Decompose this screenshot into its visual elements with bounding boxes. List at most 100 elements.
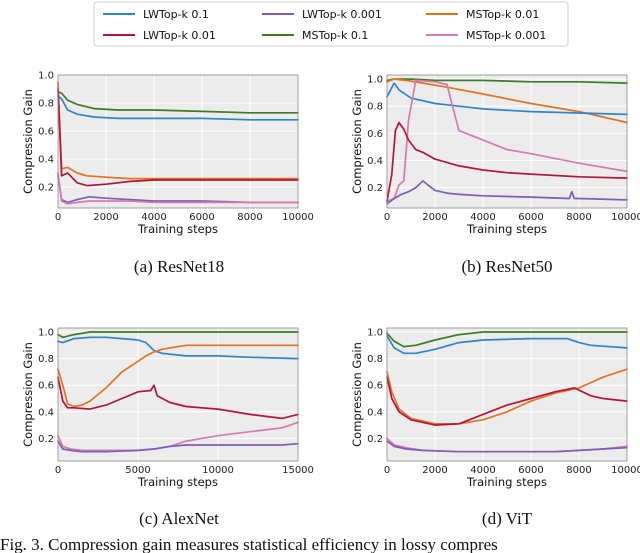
series-line-mstop-k-0-001 xyxy=(57,172,299,205)
x-tick-label: 2000 xyxy=(422,465,447,476)
x-tick-label: 10000 xyxy=(202,465,234,476)
axes-frame xyxy=(386,327,628,462)
plot-area xyxy=(58,75,298,208)
x-tick-label: 4000 xyxy=(141,212,166,223)
y-tick-label: 0.8 xyxy=(38,99,54,110)
y-tick-label: 1.0 xyxy=(38,71,54,82)
series-line-mstop-k-0-01 xyxy=(57,344,299,408)
legend-label: MSTop-k 0.001 xyxy=(466,29,546,42)
x-tick-label: 2000 xyxy=(93,212,118,223)
legend: LWTop-k 0.1 LWTop-k 0.01 LWTop-k 0.001 MSTo… xyxy=(93,1,569,47)
series-line-lwtop-k-0-01 xyxy=(386,121,628,203)
x-tick-label: 8000 xyxy=(566,465,591,476)
plot-area xyxy=(387,75,627,208)
x-tick-label: 6000 xyxy=(518,212,543,223)
y-tick-label: 0.2 xyxy=(367,434,383,445)
legend-label: LWTop-k 0.01 xyxy=(143,29,216,42)
x-axis-label: Training steps xyxy=(466,475,547,489)
x-tick-label: 15000 xyxy=(282,465,314,476)
series-line-mstop-k-0-01 xyxy=(57,81,299,180)
legend-item-lwtop-k-0-001: LWTop-k 0.001 xyxy=(262,8,382,21)
axes-frame xyxy=(57,74,299,209)
y-tick-label: 0.4 xyxy=(367,156,383,167)
y-axis-label: Compression Gain xyxy=(350,342,364,447)
y-tick-label: 0.2 xyxy=(38,183,54,194)
series-line-mstop-k-0-01 xyxy=(386,368,628,425)
legend-item-mstop-k-0-1: MSTop-k 0.1 xyxy=(262,29,368,42)
series-line-mstop-k-0-1 xyxy=(57,90,299,114)
x-tick-label: 6000 xyxy=(189,212,214,223)
y-axis-label: Compression Gain xyxy=(21,342,35,447)
y-tick-label: 0.2 xyxy=(367,183,383,194)
y-tick-label: 0.4 xyxy=(38,155,54,166)
y-tick-label: 0.8 xyxy=(38,354,54,365)
y-tick-label: 0.6 xyxy=(38,127,54,138)
series-line-lwtop-k-0-01 xyxy=(57,376,299,420)
legend-label: MSTop-k 0.1 xyxy=(302,29,368,42)
subfigure-caption: (d) ViT xyxy=(482,509,533,528)
series-line-lwtop-k-0-1 xyxy=(57,95,299,121)
series-line-lwtop-k-0-1 xyxy=(386,335,628,355)
series-line-lwtop-k-0-001 xyxy=(386,180,628,205)
legend-item-lwtop-k-0-01: LWTop-k 0.01 xyxy=(103,29,216,42)
y-tick-label: 0.6 xyxy=(367,129,383,140)
chart-panel-c-alexnet: 0.2 0.4 0.6 0.8 1.0 0 5000 10000 15000 Training s… xyxy=(21,327,314,528)
x-tick-label: 5000 xyxy=(125,465,150,476)
axes-frame xyxy=(57,327,299,462)
chart-panel-d-vit: 0.2 0.4 0.6 0.8 1.0 0 2000 4000 6000 8000 10000 Tra… xyxy=(350,327,640,528)
y-tick-label: 0.6 xyxy=(367,381,383,392)
series-line-lwtop-k-0-1 xyxy=(57,336,299,360)
y-tick-label: 0.8 xyxy=(367,102,383,113)
x-tick-label: 10000 xyxy=(282,212,314,223)
x-tick-label: 10000 xyxy=(611,212,640,223)
chart-panel-b-resnet50: 0.2 0.4 0.6 0.8 1.0 0 2000 4000 6000 8000 10000 Tra… xyxy=(350,75,640,276)
y-tick-label: 1.0 xyxy=(367,75,383,86)
y-tick-label: 0.2 xyxy=(38,434,54,445)
y-tick-label: 1.0 xyxy=(367,327,383,338)
x-tick-label: 10000 xyxy=(611,465,640,476)
legend-label: LWTop-k 0.1 xyxy=(143,8,209,21)
y-tick-label: 0.4 xyxy=(38,407,54,418)
legend-item-lwtop-k-0-1: LWTop-k 0.1 xyxy=(103,8,209,21)
legend-item-mstop-k-0-01: MSTop-k 0.01 xyxy=(426,8,539,21)
plot-area xyxy=(58,328,298,461)
subfigure-caption: (b) ResNet50 xyxy=(461,257,552,276)
x-tick-label: 0 xyxy=(384,465,390,476)
series-line-mstop-k-0-1 xyxy=(386,331,628,348)
series-line-lwtop-k-0-001 xyxy=(57,174,299,204)
figure-caption: Fig. 3. Compression gain measures statis… xyxy=(0,535,498,553)
x-tick-label: 4000 xyxy=(470,212,495,223)
panels: 0.20.40.60.81.00 2000 4000 6000 8000 10000Tra… xyxy=(21,71,640,529)
series-line-lwtop-k-0-001 xyxy=(386,440,628,453)
axes-frame xyxy=(386,74,628,209)
y-tick-label: 0.6 xyxy=(38,381,54,392)
series-line-lwtop-k-0-01 xyxy=(57,88,299,187)
x-tick-label: 2000 xyxy=(422,212,447,223)
series-line-mstop-k-0-001 xyxy=(386,79,628,203)
series-line-lwtop-k-0-01 xyxy=(386,376,628,426)
subfigure-caption: (a) ResNet18 xyxy=(134,257,224,276)
y-axis-label: Compression Gain xyxy=(21,89,35,194)
series-line-mstop-k-0-1 xyxy=(57,331,299,339)
x-tick-label: 8000 xyxy=(237,212,262,223)
series-line-lwtop-k-0-001 xyxy=(57,440,299,453)
y-tick-label: 1.0 xyxy=(38,327,54,338)
x-axis-label: Training steps xyxy=(466,222,547,236)
x-tick-label: 4000 xyxy=(470,465,495,476)
y-axis-label: Compression Gain xyxy=(350,89,364,194)
series-line-lwtop-k-0-1 xyxy=(386,82,628,116)
x-axis-label: Training steps xyxy=(137,475,218,489)
x-tick-label: 8000 xyxy=(566,212,591,223)
y-tick-label: 0.8 xyxy=(367,354,383,365)
legend-label: MSTop-k 0.01 xyxy=(466,8,539,21)
x-axis-label: Training steps xyxy=(137,222,218,236)
legend-item-mstop-k-0-001: MSTop-k 0.001 xyxy=(426,29,546,42)
x-tick-label: 6000 xyxy=(518,465,543,476)
chart-panel-a-resnet18: 0.2 0.4 0.6 0.8 1.0 0 2000 4000 6000 8000 10000 Tra… xyxy=(21,71,314,277)
y-tick-label: 0.4 xyxy=(367,407,383,418)
x-tick-label: 0 xyxy=(55,212,61,223)
plot-area xyxy=(387,328,627,461)
subfigure-caption: (c) AlexNet xyxy=(139,509,219,528)
x-tick-label: 0 xyxy=(384,212,390,223)
